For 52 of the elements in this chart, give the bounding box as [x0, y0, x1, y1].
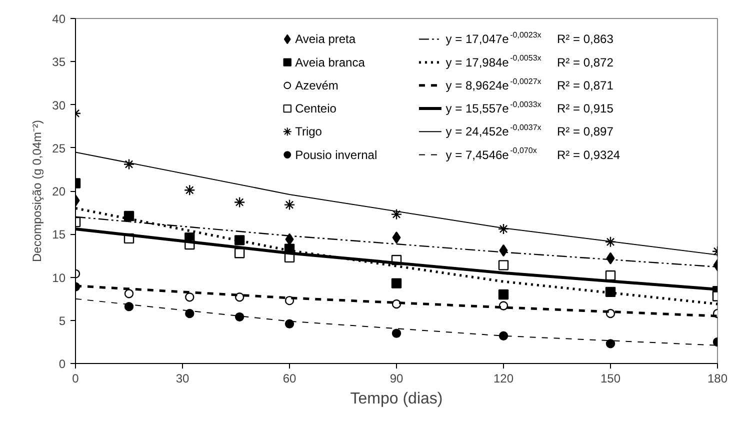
y-tick-label: 15	[52, 228, 66, 242]
point	[234, 196, 246, 208]
point	[498, 289, 509, 300]
y-axis-title: Decomposição (g 0,04m⁻²)	[30, 120, 44, 262]
point	[284, 199, 296, 210]
y-tick-label: 5	[58, 314, 66, 328]
y-tick-label: 35	[52, 55, 66, 70]
point	[498, 301, 508, 310]
point	[604, 236, 616, 248]
x-tick-label: 30	[176, 372, 190, 386]
point	[234, 292, 244, 302]
point	[284, 319, 294, 328]
x-axis-title: Tempo (dias)	[350, 390, 443, 408]
x-tick-label: 0	[72, 372, 80, 386]
y-tick-label: 40	[52, 12, 66, 26]
point	[124, 289, 134, 298]
x-tick-label: 90	[390, 372, 404, 386]
point	[185, 292, 194, 302]
x-tick-label: 180	[707, 372, 728, 386]
point	[605, 286, 616, 298]
legend-label: Aveia branca	[295, 55, 366, 70]
point	[391, 278, 402, 288]
x-tick-label: 150	[600, 372, 621, 386]
point	[605, 270, 616, 281]
legend-label: Pousio invernal	[295, 148, 378, 162]
point	[606, 308, 616, 318]
point	[123, 158, 135, 170]
legend-label: Centeio	[295, 102, 337, 116]
point	[606, 339, 616, 348]
point	[185, 308, 194, 318]
legend-label: Trigo	[295, 124, 322, 139]
x-tick-label: 60	[282, 372, 296, 386]
point	[184, 184, 196, 196]
y-tick-label: 10	[52, 270, 66, 285]
point	[284, 296, 294, 306]
legend-label: Aveia preta	[295, 32, 356, 46]
y-tick-label: 25	[52, 141, 66, 156]
point	[234, 235, 245, 246]
x-tick-label: 120	[493, 372, 514, 386]
point	[234, 312, 244, 322]
y-tick-label: 0	[58, 357, 66, 371]
point	[124, 210, 134, 222]
point	[390, 208, 402, 220]
point	[392, 299, 402, 309]
y-tick-label: 30	[52, 98, 66, 112]
y-tick-label: 20	[52, 184, 66, 198]
point	[124, 302, 134, 312]
point	[392, 328, 402, 338]
point	[498, 260, 509, 270]
point	[498, 223, 510, 235]
point	[498, 331, 508, 340]
legend-label: Azevém	[295, 78, 338, 92]
